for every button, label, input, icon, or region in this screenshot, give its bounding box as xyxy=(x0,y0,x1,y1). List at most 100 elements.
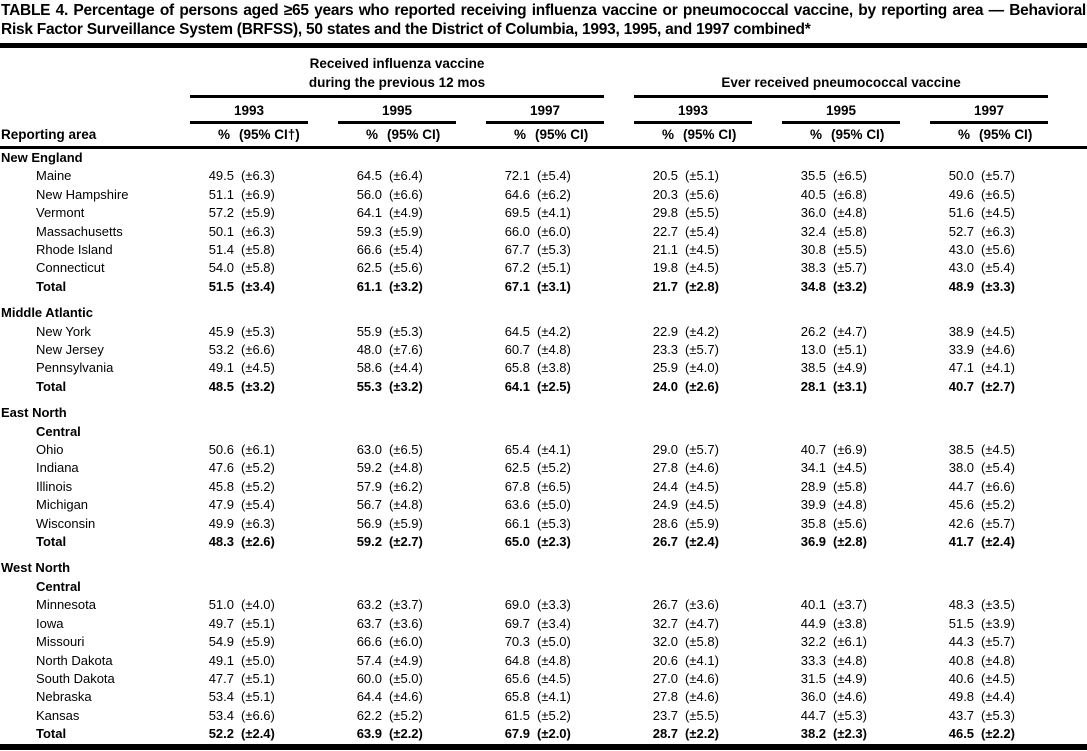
area-cell: Minnesota xyxy=(36,597,96,613)
ci-cell: (±5.3) xyxy=(389,323,423,339)
gap-cell xyxy=(456,670,486,688)
header-gap xyxy=(900,122,931,149)
pct-cell: 63.9 xyxy=(356,726,382,742)
table-row: Michigan 47.9 (±5.4) 56.7 (±4.8) 63.6 (±5.0) 24… xyxy=(0,496,1087,514)
pct-cell: 36.0 xyxy=(800,689,827,705)
gap-cell xyxy=(1048,167,1087,185)
ci-cell: (±2.2) xyxy=(685,726,719,742)
gap-cell xyxy=(900,278,930,296)
gap-cell xyxy=(308,515,338,533)
gap-cell xyxy=(308,278,338,296)
gap-cell xyxy=(900,496,930,514)
pct-cell: 67.2 xyxy=(504,260,530,276)
pct-cell: 49.8 xyxy=(948,689,975,705)
influenza-header-line2: during the previous 12 mos xyxy=(308,75,486,90)
ci-cell: (±6.5) xyxy=(389,442,423,458)
ci-cell: (±3.4) xyxy=(537,615,571,631)
ci-cell: (±6.1) xyxy=(241,442,275,458)
pct-cell: 54.9 xyxy=(208,634,234,650)
pct-cell: 57.9 xyxy=(356,478,382,494)
gap-cell xyxy=(752,596,782,614)
pct-cell: 38.5 xyxy=(800,360,827,376)
area-cell: Massachusetts xyxy=(36,223,123,239)
gap-cell xyxy=(308,441,338,459)
pct-cell: 44.9 xyxy=(800,615,827,631)
pct-header: % xyxy=(338,122,382,149)
gap-cell xyxy=(752,615,782,633)
ci-cell: (±2.7) xyxy=(981,378,1015,394)
gap-cell xyxy=(308,378,338,396)
table-row: Iowa 49.7 (±5.1) 63.7 (±3.6) 69.7 (±3.4) 32.7 (±… xyxy=(0,615,1087,633)
year-header-pneumo-1995: 1995 xyxy=(782,96,901,124)
ci-cell: (±6.0) xyxy=(389,634,423,650)
pct-cell: 47.9 xyxy=(208,497,234,513)
pct-cell: 49.1 xyxy=(208,360,234,376)
ci-cell: (±4.8) xyxy=(537,342,571,358)
ci-cell: (±2.5) xyxy=(537,378,571,394)
pct-cell: 60.0 xyxy=(356,670,382,686)
ci-cell: (±5.7) xyxy=(981,168,1015,184)
pct-cell: 49.5 xyxy=(208,168,234,184)
pct-cell: 51.1 xyxy=(208,186,234,202)
gap-cell xyxy=(308,478,338,496)
table-row: Connecticut 54.0 (±5.8) 62.5 (±5.6) 67.2 (±5.1… xyxy=(0,259,1087,277)
ci-cell: (±4.6) xyxy=(981,342,1015,358)
ci-cell: (±5.6) xyxy=(833,515,867,531)
total-row: Total 51.5 (±3.4) 61.1 (±3.2) 67.1 (±3.1) 21.7 (… xyxy=(0,278,1087,296)
gap-cell xyxy=(604,241,634,259)
ci-header: (95% CI) xyxy=(678,122,753,149)
ci-cell: (±3.2) xyxy=(833,278,867,294)
table-row: New Jersey 53.2 (±6.6) 48.0 (±7.6) 60.7 (±4.8)… xyxy=(0,341,1087,359)
ci-cell: (±5.2) xyxy=(389,707,423,723)
pct-cell: 66.1 xyxy=(504,515,530,531)
ci-cell: (±5.0) xyxy=(537,497,571,513)
pct-cell: 51.6 xyxy=(948,205,975,221)
gap-cell xyxy=(308,496,338,514)
ci-cell: (±4.9) xyxy=(833,670,867,686)
gap-cell xyxy=(900,596,930,614)
gap-cell xyxy=(308,259,338,277)
gap-cell xyxy=(900,725,930,746)
gap-cell xyxy=(308,533,338,551)
pct-cell: 65.0 xyxy=(504,534,530,550)
gap-cell xyxy=(456,633,486,651)
gap-cell xyxy=(604,359,634,377)
pct-cell: 59.2 xyxy=(356,534,382,550)
ci-cell: (±5.5) xyxy=(685,707,719,723)
gap-cell xyxy=(900,670,930,688)
gap-cell xyxy=(1048,459,1087,477)
gap-cell xyxy=(604,167,634,185)
header-gap xyxy=(456,97,486,123)
gap-cell xyxy=(308,670,338,688)
gap-cell xyxy=(1048,725,1087,746)
ci-cell: (±5.8) xyxy=(241,260,275,276)
table-title: TABLE 4. Percentage of persons aged ≥65 … xyxy=(1,2,1086,38)
ci-cell: (±4.2) xyxy=(537,323,571,339)
pct-cell: 30.8 xyxy=(800,242,827,258)
gap-cell xyxy=(752,670,782,688)
region-label: East North xyxy=(1,405,67,421)
pct-cell: 38.0 xyxy=(948,460,975,476)
pct-cell: 64.1 xyxy=(356,205,382,221)
gap-cell xyxy=(1048,688,1087,706)
gap-cell xyxy=(604,533,634,551)
region-label: New England xyxy=(1,150,83,165)
table-row: South Dakota 47.7 (±5.1) 60.0 (±5.0) 65.6 (±4.… xyxy=(0,670,1087,688)
pct-cell: 35.8 xyxy=(800,515,827,531)
ci-cell: (±6.8) xyxy=(833,186,867,202)
pct-cell: 28.9 xyxy=(800,478,827,494)
pct-cell: 49.7 xyxy=(208,615,234,631)
gap-cell xyxy=(456,323,486,341)
ci-cell: (±6.3) xyxy=(241,168,275,184)
gap-cell xyxy=(900,223,930,241)
gap-cell xyxy=(900,615,930,633)
pct-cell: 61.5 xyxy=(504,707,530,723)
pct-cell: 22.7 xyxy=(652,223,679,239)
pct-cell: 47.6 xyxy=(208,460,234,476)
area-cell: Nebraska xyxy=(36,689,92,705)
gap-cell xyxy=(308,615,338,633)
pct-cell: 65.8 xyxy=(504,360,530,376)
table-body: New England Maine 49.5 (±6.3) 64.5 (±6.4) 72.1… xyxy=(0,148,1087,747)
header-gap xyxy=(1048,46,1087,97)
pct-cell: 58.6 xyxy=(356,360,382,376)
